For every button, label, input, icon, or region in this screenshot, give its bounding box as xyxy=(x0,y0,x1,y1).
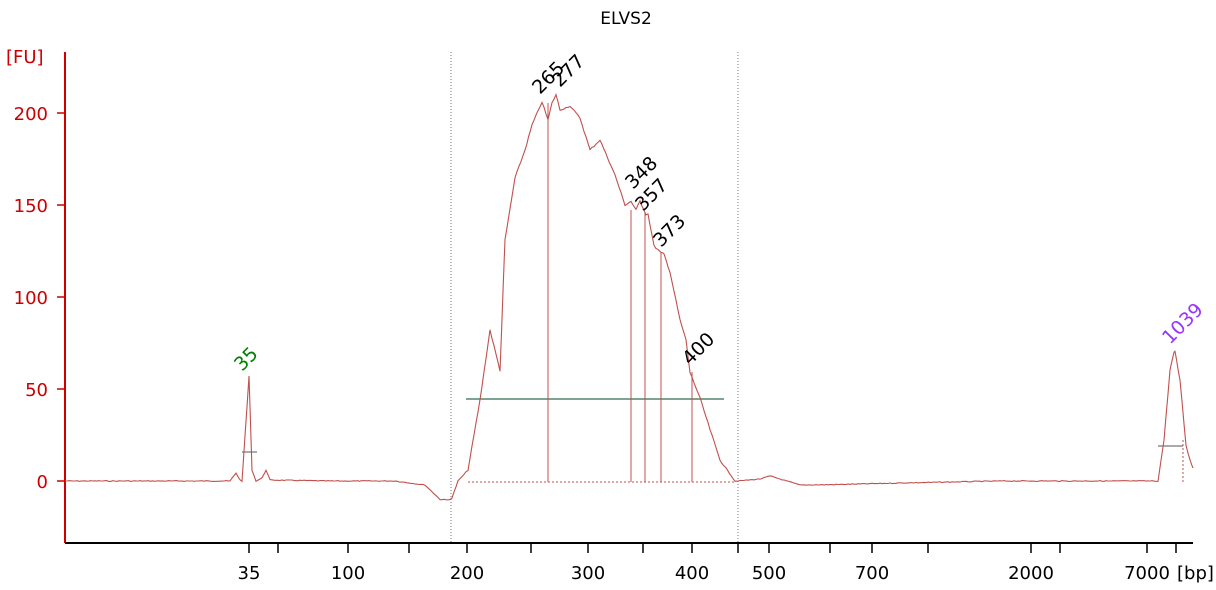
y-axis-label: [FU] xyxy=(6,47,44,68)
x-tick-label: 500 xyxy=(752,563,786,584)
peak-label: 373 xyxy=(649,210,690,251)
x-tick-label: 700 xyxy=(855,563,889,584)
y-tick-label: 100 xyxy=(14,288,48,309)
y-tick-label: 0 xyxy=(37,472,48,493)
chart-title: ELVS2 xyxy=(600,9,652,29)
x-tick-label: 300 xyxy=(571,563,605,584)
y-tick-label: 200 xyxy=(14,104,48,125)
x-tick-label: 100 xyxy=(331,563,365,584)
x-axis-label: [bp] xyxy=(1177,563,1214,584)
x-tick-label: 7000 xyxy=(1124,563,1170,584)
x-tick-label: 35 xyxy=(238,563,261,584)
y-tick-label: 50 xyxy=(25,380,48,401)
x-tick-label: 200 xyxy=(450,563,484,584)
x-tick-label: 400 xyxy=(675,563,709,584)
x-tick-label: 2000 xyxy=(1008,563,1054,584)
electropherogram-trace xyxy=(65,92,1194,501)
y-tick-label: 150 xyxy=(14,196,48,217)
peak-label: 1039 xyxy=(1158,299,1208,349)
peak-label: 35 xyxy=(230,343,263,376)
